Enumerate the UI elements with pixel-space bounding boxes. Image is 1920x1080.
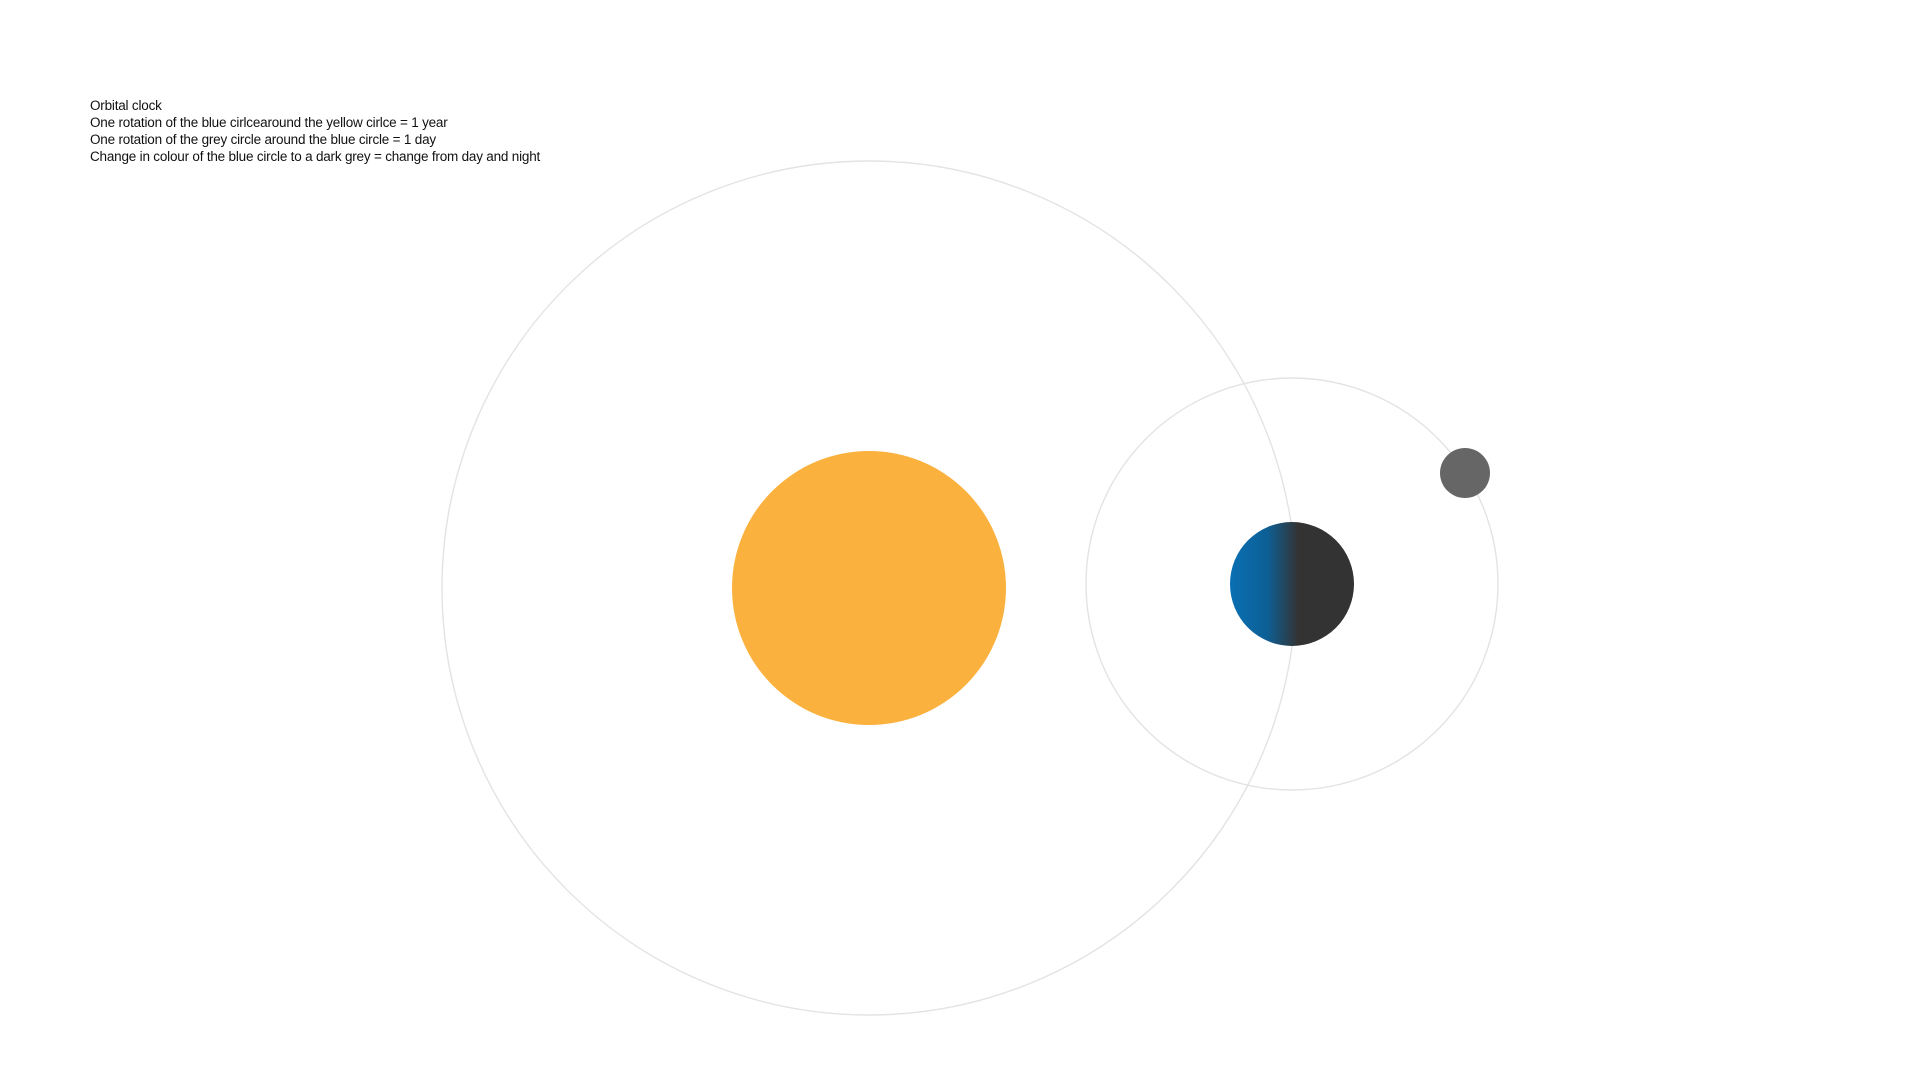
- yellow-sun-circle: [732, 451, 1006, 725]
- legend-line-day: One rotation of the grey circle around t…: [90, 132, 436, 147]
- legend: Orbital clock One rotation of the blue c…: [90, 97, 540, 165]
- blue-earth-circle: [1230, 522, 1354, 646]
- legend-title: Orbital clock: [90, 98, 162, 113]
- day-orbit-ring: [1085, 377, 1499, 791]
- legend-line-day-night: Change in colour of the blue circle to a…: [90, 149, 541, 164]
- grey-moon-circle: [1440, 448, 1490, 498]
- legend-line-year: One rotation of the blue cirlcearound th…: [90, 115, 448, 130]
